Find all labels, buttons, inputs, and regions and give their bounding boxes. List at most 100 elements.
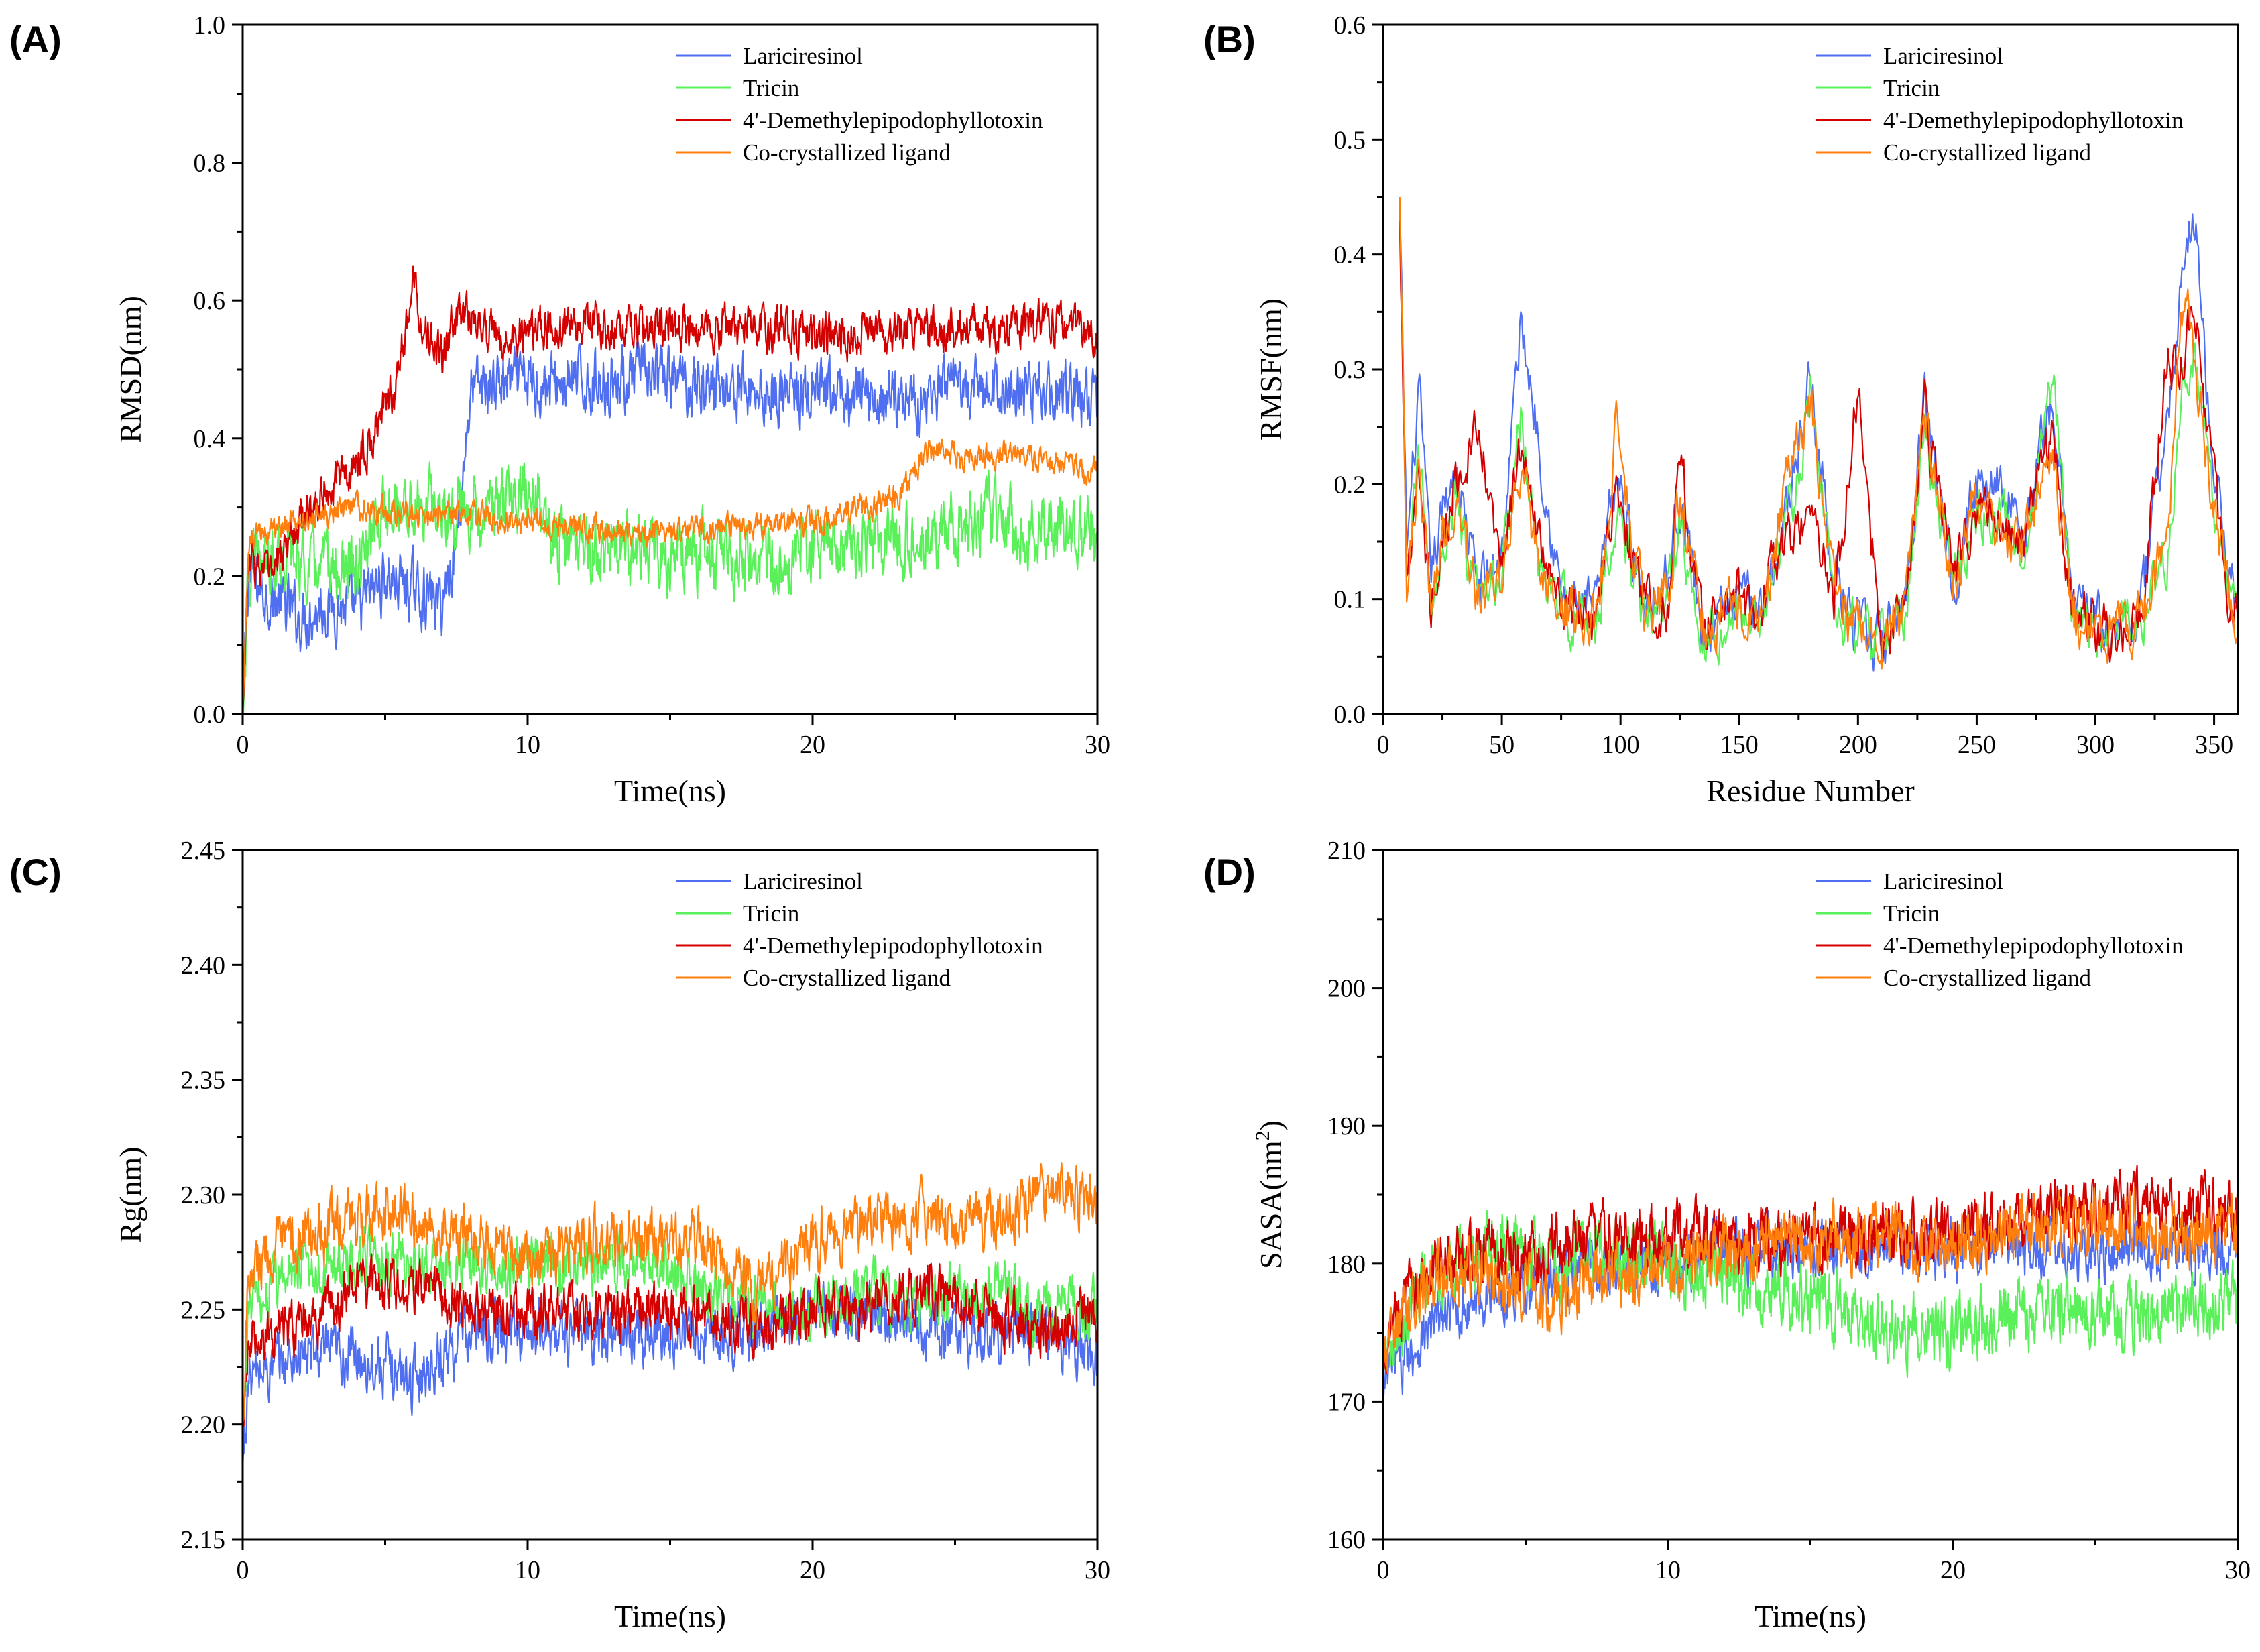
y-tick-label: 170 [1327, 1388, 1366, 1416]
panel-d: (D) 0 10 20 30 160 170 180 190 200 210 Time(ns) SASA… [1203, 837, 2251, 1633]
legend-label: Co-crystallized ligand [1883, 965, 2092, 991]
series-line-0 [243, 341, 1097, 714]
y-tick-label: 2.30 [181, 1181, 226, 1210]
x-tick-label: 30 [1085, 731, 1110, 759]
y-axis-title: RMSD(nm) [113, 296, 147, 443]
x-tick-label: 150 [1720, 731, 1759, 759]
series-line-2 [243, 1253, 1097, 1448]
x-tick-label: 10 [1655, 1556, 1681, 1584]
legend-label: 4'-Demethylepipodophyllotoxin [743, 107, 1043, 133]
y-axis-title-main: SASA(nm [1254, 1140, 1288, 1269]
x-tick-label: 10 [515, 731, 540, 759]
y-tick-label: 200 [1327, 975, 1366, 1003]
legend-label: Tricin [1883, 75, 1940, 101]
legend-label: 4'-Demethylepipodophyllotoxin [743, 933, 1043, 959]
series-line-1 [243, 461, 1097, 714]
x-tick-label: 0 [1377, 1556, 1390, 1584]
legend-label: Co-crystallized ligand [743, 139, 951, 166]
series-line-0 [243, 1279, 1097, 1471]
x-tick-label: 20 [800, 1556, 825, 1584]
y-tick-label: 0.8 [194, 150, 226, 178]
legend-label: Tricin [743, 75, 799, 101]
y-tick-label: 2.25 [181, 1296, 226, 1324]
series-group [243, 266, 1097, 714]
x-tick-label: 0 [1377, 731, 1390, 759]
series-line-3 [1399, 196, 2238, 670]
x-tick-label: 200 [1839, 731, 1877, 759]
x-tick-label: 100 [1602, 731, 1640, 759]
y-axis-title: Rg(nm) [113, 1146, 147, 1242]
y-tick-label: 0.1 [1334, 586, 1366, 614]
y-tick-label: 180 [1327, 1250, 1366, 1279]
y-axis-title-sup: 2 [1252, 1130, 1274, 1140]
series-line-3 [1383, 1186, 2238, 1388]
x-tick-label: 30 [1085, 1556, 1110, 1584]
series-group [243, 1162, 1097, 1471]
y-axis-title-main: RMSD(nm) [113, 296, 147, 443]
y-tick-label: 0.3 [1334, 356, 1366, 384]
series-line-3 [243, 1162, 1097, 1425]
y-tick-label: 210 [1327, 837, 1366, 865]
panel-label: (A) [9, 18, 62, 60]
y-axis-title-main: RMSF(nm) [1254, 298, 1288, 440]
legend-label: Lariciresinol [1883, 868, 2003, 894]
x-axis-title: Residue Number [1706, 774, 1914, 808]
legend-label: Lariciresinol [1883, 43, 2003, 69]
legend-label: 4'-Demethylepipodophyllotoxin [1883, 933, 2184, 959]
legend-label: 4'-Demethylepipodophyllotoxin [1883, 107, 2184, 133]
x-tick-label: 0 [237, 1556, 249, 1584]
y-axis-title: SASA(nm2) [1252, 1120, 1288, 1269]
y-tick-label: 160 [1327, 1526, 1366, 1554]
y-tick-label: 0.2 [1334, 471, 1366, 499]
series-group [1383, 1165, 2238, 1402]
y-tick-label: 0.4 [1334, 241, 1366, 270]
y-tick-label: 190 [1327, 1112, 1366, 1140]
y-tick-label: 2.35 [181, 1067, 226, 1095]
y-tick-label: 0.2 [194, 563, 226, 591]
panel-a: (A) 0 10 20 30 0.0 0.2 0.4 0.6 0.8 1.0 Time(ns) RMSD… [9, 11, 1110, 808]
panel-label: (C) [9, 851, 62, 893]
y-tick-label: 2.15 [181, 1526, 226, 1554]
series-line-2 [243, 266, 1097, 714]
x-tick-label: 30 [2225, 1556, 2251, 1584]
y-tick-label: 0.5 [1334, 126, 1366, 154]
panel-label: (D) [1203, 851, 1256, 893]
y-tick-label: 0.0 [194, 701, 226, 729]
x-tick-label: 20 [1940, 1556, 1966, 1584]
panel-c: (C) 0 10 20 30 2.15 2.20 2.25 2.30 2.35 2.40 2.45 Ti… [9, 837, 1110, 1633]
x-tick-label: 50 [1489, 731, 1514, 759]
x-tick-label: 250 [1958, 731, 1996, 759]
x-tick-label: 300 [2076, 731, 2115, 759]
y-tick-label: 0.0 [1334, 701, 1366, 729]
x-tick-label: 10 [515, 1556, 540, 1584]
x-axis-title: Time(ns) [614, 774, 726, 808]
y-tick-label: 0.4 [194, 425, 226, 453]
y-tick-label: 2.40 [181, 951, 226, 980]
y-tick-label: 2.45 [181, 837, 226, 865]
y-axis-title-main: Rg(nm) [113, 1146, 147, 1242]
panel-b: (B) 0 50 100 150 200 250 300 350 0.0 0.1 0.2 0.3 0.4 0… [1203, 11, 2239, 808]
panel-label: (B) [1203, 18, 1256, 60]
x-axis-title: Time(ns) [1755, 1599, 1866, 1633]
x-tick-label: 20 [800, 731, 825, 759]
series-line-0 [1399, 209, 2238, 672]
x-axis-title: Time(ns) [614, 1599, 726, 1633]
legend-label: Lariciresinol [743, 868, 863, 894]
series-group [1399, 196, 2238, 672]
y-tick-label: 2.20 [181, 1411, 226, 1439]
y-tick-label: 1.0 [194, 11, 226, 40]
legend-label: Lariciresinol [743, 43, 863, 69]
series-line-3 [243, 438, 1097, 714]
legend-label: Tricin [743, 900, 799, 927]
legend-label: Co-crystallized ligand [1883, 139, 2092, 166]
y-tick-label: 0.6 [194, 287, 226, 315]
series-line-2 [1399, 220, 2238, 666]
y-tick-label: 0.6 [1334, 11, 1366, 40]
legend-label: Co-crystallized ligand [743, 965, 951, 991]
y-axis-title: RMSF(nm) [1254, 298, 1288, 440]
x-tick-label: 350 [2195, 731, 2233, 759]
x-tick-label: 0 [237, 731, 249, 759]
y-axis-title-tail: ) [1254, 1120, 1288, 1130]
legend-label: Tricin [1883, 900, 1940, 927]
